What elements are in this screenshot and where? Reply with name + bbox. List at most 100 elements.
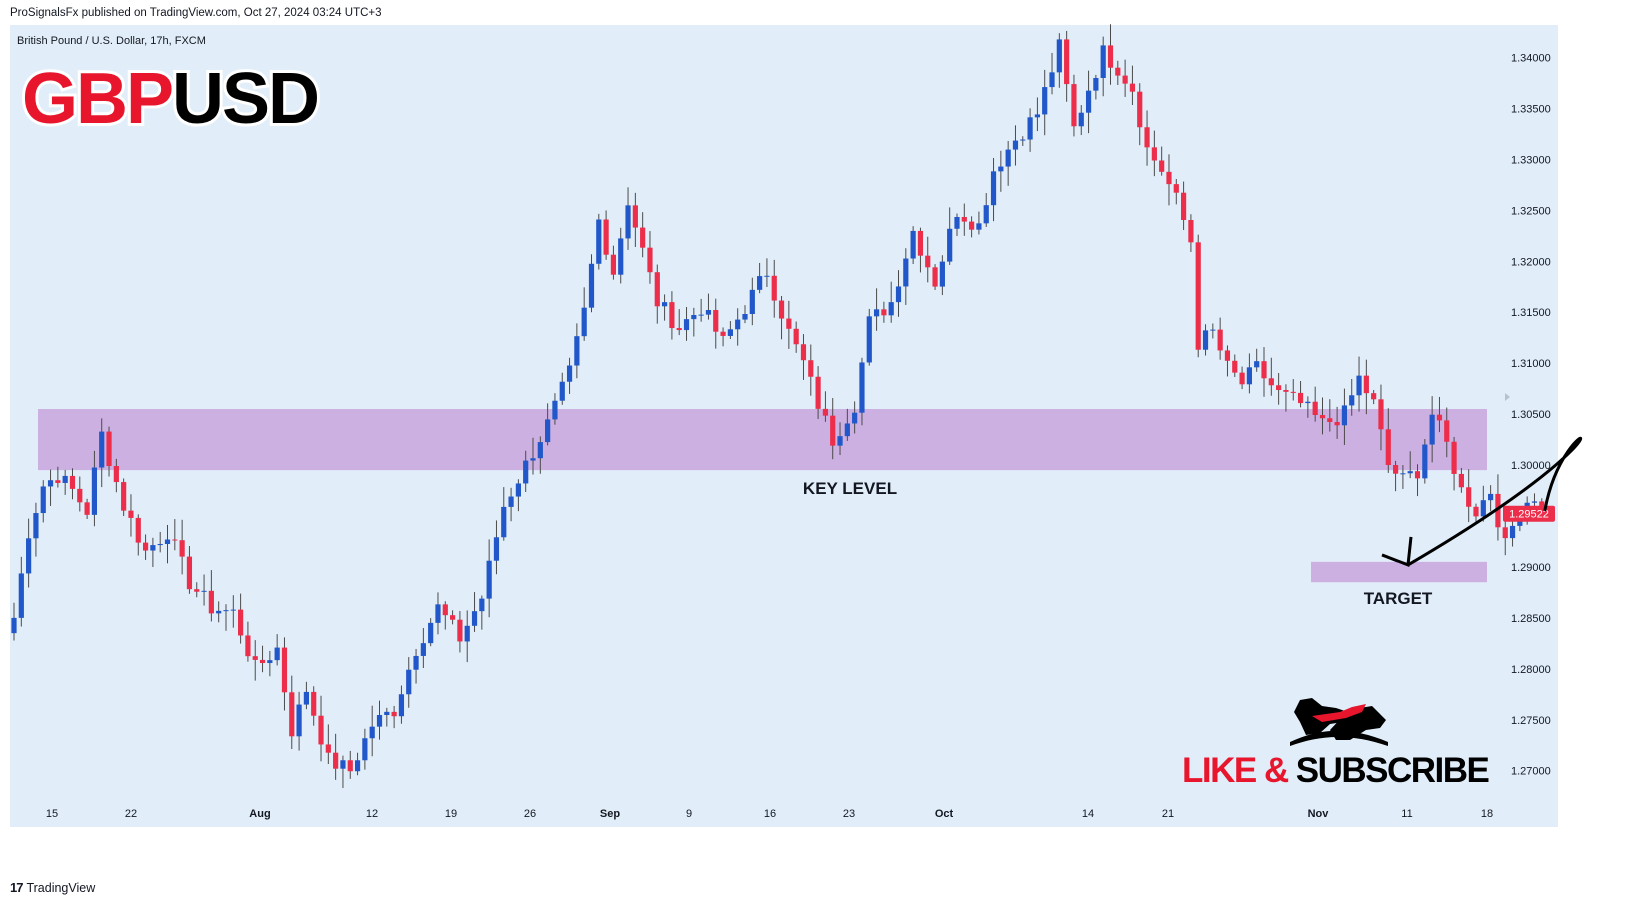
y-tick-label: 1.33000	[1511, 154, 1551, 166]
x-tick-label: 9	[686, 808, 692, 820]
candle-bearish	[669, 302, 675, 329]
candle-bearish	[1144, 127, 1150, 148]
candle-bearish	[1151, 147, 1157, 161]
y-axis-labels: 1.34000 1.33500 1.33000 1.32500 1.32000 1.315…	[1503, 53, 1555, 778]
x-tick-label: 14	[1082, 808, 1094, 820]
candle-bullish	[1034, 114, 1040, 118]
candle-bullish	[40, 486, 46, 514]
footer: 17 TradingView	[10, 880, 95, 895]
y-tick-label: 1.28000	[1511, 664, 1551, 676]
candle-bullish	[406, 669, 412, 695]
candle-bearish	[1363, 375, 1369, 394]
candle-bullish	[384, 711, 390, 716]
candle-bearish	[1414, 471, 1421, 479]
candle-bearish	[771, 275, 777, 301]
candle-bearish	[245, 635, 251, 657]
candle-bullish	[1400, 473, 1406, 475]
x-tick-label: 15	[46, 808, 58, 820]
bull-bear-logo-icon	[1290, 698, 1388, 746]
y-tick-label: 1.28500	[1511, 613, 1551, 625]
publisher-line: ProSignalsFx published on TradingView.co…	[10, 7, 382, 19]
candle-bullish	[1042, 87, 1048, 115]
y-tick-label: 1.30000	[1511, 460, 1551, 472]
candle-bullish	[1429, 414, 1435, 445]
candle-bullish	[1093, 77, 1099, 91]
candle-bullish	[1488, 493, 1494, 501]
current-price-label: 1.29522	[1509, 509, 1549, 521]
candle-bearish	[1173, 184, 1179, 193]
candle-bullish	[99, 431, 105, 468]
candle-bullish	[33, 513, 39, 539]
candle-bearish	[318, 715, 324, 745]
y-tick-label: 1.29000	[1511, 562, 1551, 574]
candle-bullish	[515, 483, 521, 497]
candle-bearish	[186, 556, 193, 590]
axis-scroll-arrow-icon[interactable]	[1505, 393, 1510, 401]
candle-bullish	[508, 496, 514, 507]
candle-bullish	[420, 643, 426, 656]
x-axis-labels: 15 22 Aug 12 19 26 Sep 9 16 23 Oct 14 21 Nov 11 18	[46, 808, 1493, 820]
candle-bullish	[683, 319, 690, 331]
candle-bullish	[428, 622, 434, 644]
candle-bullish	[983, 205, 989, 224]
footer-brand[interactable]: TradingView	[26, 880, 96, 895]
candle-bullish	[1020, 139, 1026, 141]
x-tick-label: Sep	[600, 808, 620, 820]
candle-bullish	[859, 362, 865, 413]
candle-bearish	[822, 408, 829, 416]
candle-bullish	[62, 475, 68, 483]
candle-bearish	[1188, 220, 1194, 243]
candle-bearish	[632, 205, 638, 228]
candle-bearish	[194, 589, 200, 592]
candle-bullish	[1056, 39, 1062, 73]
candle-bearish	[252, 656, 258, 660]
candle-bullish	[998, 166, 1004, 172]
candle-bearish	[55, 480, 61, 483]
candle-bearish	[238, 609, 244, 636]
y-tick-label: 1.33500	[1511, 103, 1551, 115]
candle-bearish	[1502, 527, 1508, 539]
candle-bearish	[1217, 329, 1223, 351]
symbol-title-base: GBP	[22, 59, 172, 139]
candle-bearish	[1064, 39, 1070, 85]
candle-bullish	[303, 691, 309, 705]
candle-bullish	[1085, 90, 1092, 113]
y-tick-label: 1.31500	[1511, 307, 1551, 319]
candle-bullish	[435, 604, 441, 623]
candle-bullish	[216, 610, 222, 614]
candle-bullish	[493, 537, 500, 561]
candle-bearish	[1129, 83, 1136, 92]
target-label: TARGET	[1364, 589, 1433, 608]
candle-bullish	[852, 412, 858, 424]
candle-bullish	[523, 460, 529, 484]
candle-bearish	[84, 502, 90, 515]
candle-bearish	[815, 376, 821, 409]
candle-bearish	[259, 659, 266, 664]
x-tick-label: Aug	[249, 808, 270, 820]
candle-bullish	[873, 309, 880, 317]
candle-bullish	[947, 228, 953, 262]
candle-bullish	[552, 400, 558, 420]
candle-bullish	[735, 319, 741, 330]
candle-bullish	[1509, 525, 1516, 539]
candle-bullish	[742, 313, 748, 320]
price-axis[interactable]	[1486, 25, 1558, 827]
candle-bearish	[654, 272, 660, 307]
candle-bearish	[179, 540, 185, 557]
y-tick-label: 1.34000	[1511, 53, 1551, 65]
x-tick-label: 23	[843, 808, 855, 820]
symbol-description: British Pound / U.S. Dollar, 17h, FXCM	[17, 35, 206, 47]
candle-bearish	[1371, 393, 1377, 400]
current-price-badge	[1503, 505, 1555, 522]
candle-bullish	[990, 171, 997, 206]
candle-bullish	[1422, 444, 1428, 479]
x-tick-label: Nov	[1308, 808, 1330, 820]
x-tick-label: 21	[1162, 808, 1174, 820]
candle-bearish	[1334, 421, 1340, 426]
candle-bullish	[201, 590, 207, 592]
candle-bullish	[362, 738, 368, 761]
candle-bearish	[442, 604, 448, 616]
candle-bullish	[1210, 329, 1216, 331]
candle-bullish	[837, 436, 843, 446]
